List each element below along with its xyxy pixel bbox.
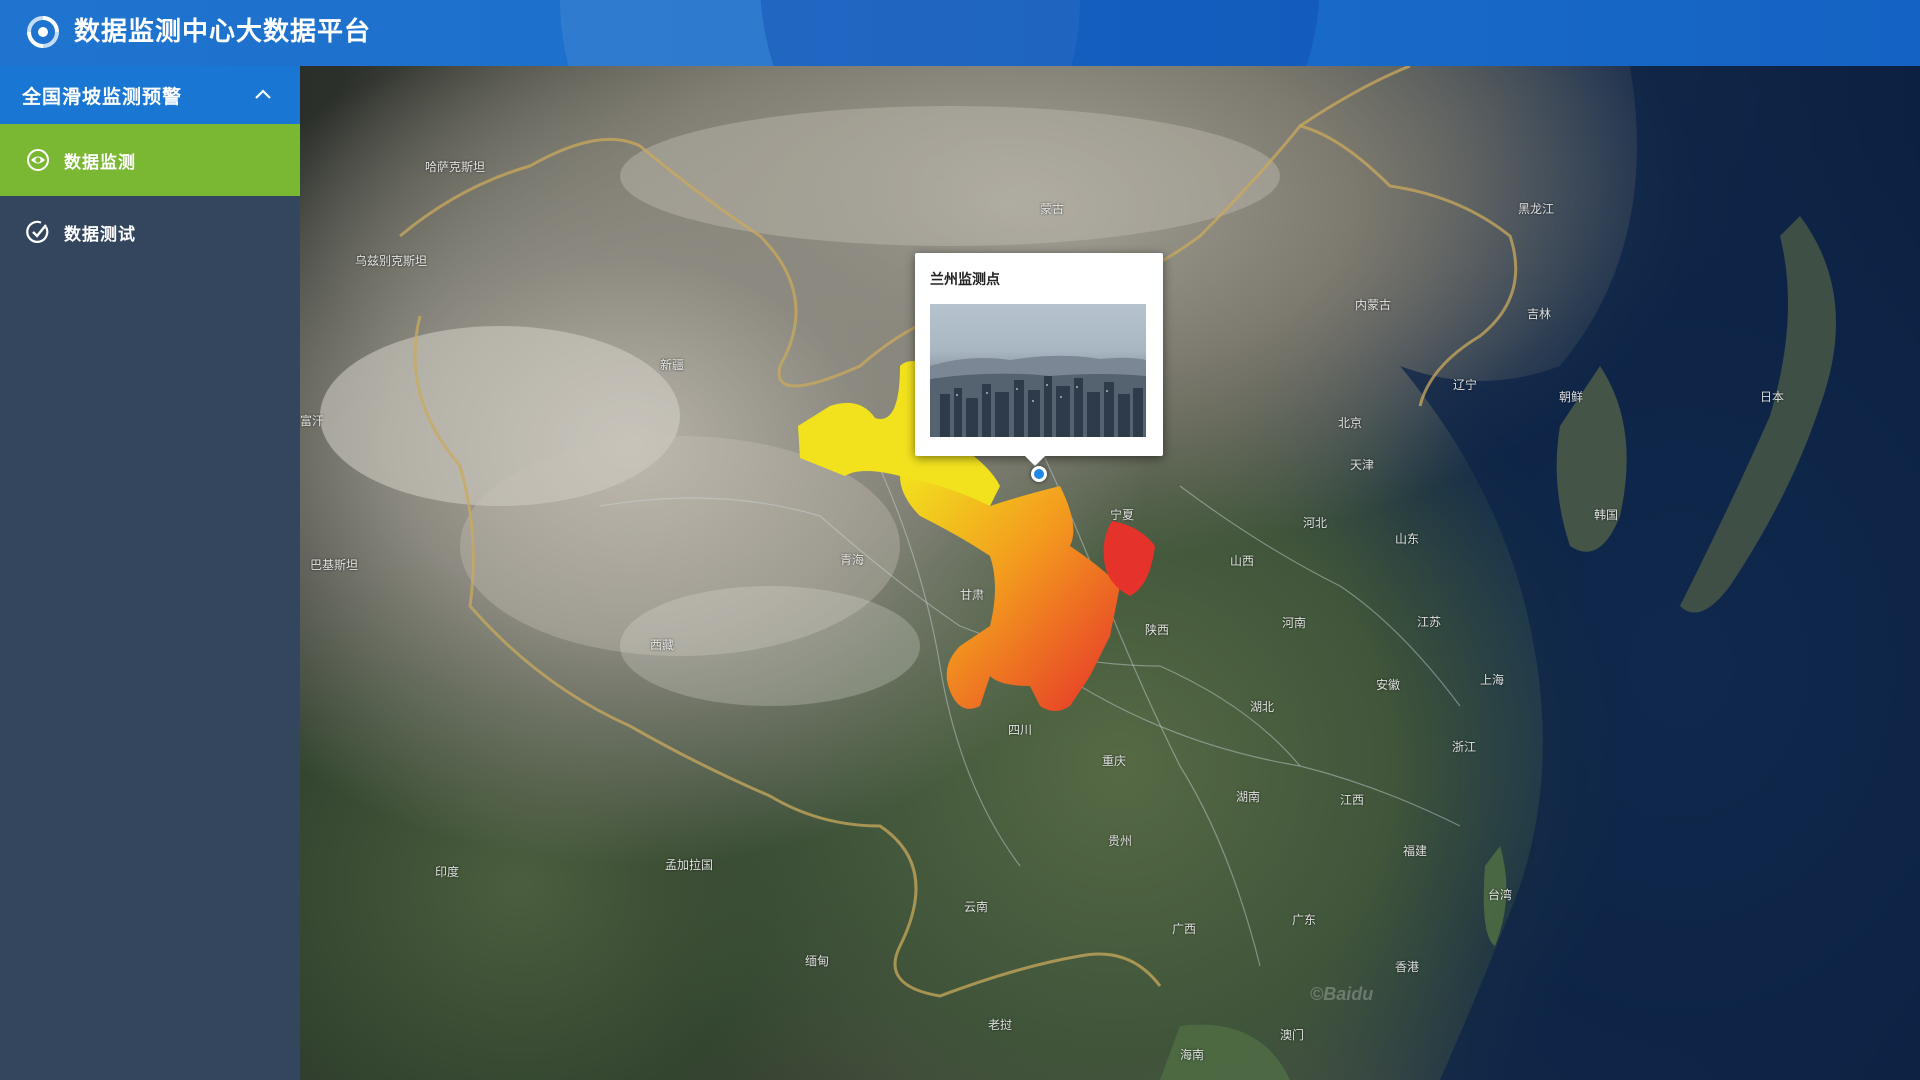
map-label: 澳门 xyxy=(1280,1028,1305,1042)
map-label: 韩国 xyxy=(1594,508,1619,522)
header-decoration xyxy=(760,0,1320,66)
map-label: 日本 xyxy=(1760,390,1785,404)
map-label: 浙江 xyxy=(1452,740,1477,754)
map-label: 北京 xyxy=(1338,416,1363,430)
platform-logo-icon xyxy=(27,16,59,48)
map-label: 老挝 xyxy=(988,1018,1013,1032)
map-label: 山西 xyxy=(1230,554,1255,568)
map-label: 朝鲜 xyxy=(1559,390,1584,404)
sidebar-item-label: 数据测试 xyxy=(64,224,136,245)
map-label: 辽宁 xyxy=(1453,378,1478,392)
map-label: 海南 xyxy=(1180,1048,1205,1062)
sidebar-item-data-testing[interactable]: 数据测试 xyxy=(0,196,300,268)
map-label: 四川 xyxy=(1008,723,1033,737)
region-gradient xyxy=(900,476,1120,711)
japan-landmass xyxy=(1680,216,1836,613)
map-label: 宁夏 xyxy=(1110,508,1135,522)
app-title: 数据监测中心大数据平台 xyxy=(74,17,372,47)
map-label: 巴基斯坦 xyxy=(310,558,359,572)
taiwan-landmass xyxy=(1483,846,1507,946)
map-label: 内蒙古 xyxy=(1355,298,1392,312)
map-label: 广西 xyxy=(1172,922,1197,936)
map-label: 重庆 xyxy=(1102,754,1127,768)
sidebar-group-label: 全国滑坡监测预警 xyxy=(22,85,183,108)
map-label: 香港 xyxy=(1395,960,1420,974)
map-label: 广东 xyxy=(1292,913,1317,927)
map-label: 新疆 xyxy=(660,358,685,372)
map-label: 乌兹别克斯坦 xyxy=(355,254,428,268)
hainan-landmass xyxy=(1160,1024,1290,1080)
map-label: 江西 xyxy=(1340,793,1365,807)
popup-title: 兰州监测点 xyxy=(930,272,1000,288)
map-overlay xyxy=(320,66,1920,1080)
eye-icon xyxy=(26,148,50,172)
map-label: 安徽 xyxy=(1376,678,1401,692)
map-label: 蒙古 xyxy=(1040,202,1065,216)
map-label: 印度 xyxy=(435,865,460,879)
sidebar-group-landslide[interactable]: 全国滑坡监测预警 xyxy=(0,66,300,124)
map-label: 云南 xyxy=(964,900,989,914)
chevron-up-icon[interactable] xyxy=(254,86,272,104)
map-label: 山东 xyxy=(1395,532,1420,546)
map-watermark: ©Baidu xyxy=(1310,984,1374,1004)
city-photo-image xyxy=(930,304,1146,437)
monitoring-point-marker[interactable] xyxy=(1031,466,1047,482)
map-label: 湖北 xyxy=(1250,700,1275,714)
map-label: 青海 xyxy=(840,553,865,567)
korea-landmass xyxy=(1556,366,1627,552)
monitoring-point-popup[interactable]: 兰州监测点 xyxy=(915,253,1163,466)
sidebar: 全国滑坡监测预警 数据监测 数据测试 xyxy=(0,66,300,1080)
map-label: 河南 xyxy=(1282,616,1307,630)
map-label: 贵州 xyxy=(1108,834,1133,848)
app-header: 数据监测中心大数据平台 xyxy=(0,0,1920,66)
header-decoration xyxy=(560,0,1080,66)
map-label: 西藏 xyxy=(650,638,675,652)
region-yellow xyxy=(798,361,1000,506)
sidebar-item-data-monitoring[interactable]: 数据监测 xyxy=(0,124,300,196)
map-label: 富汗 xyxy=(300,414,325,428)
map-label: 河北 xyxy=(1303,516,1328,530)
map-label: 天津 xyxy=(1350,458,1375,472)
map-label: 福建 xyxy=(1403,844,1428,858)
map-label: 湖南 xyxy=(1236,790,1261,804)
sidebar-item-label: 数据监测 xyxy=(64,152,136,173)
map-label: 甘肃 xyxy=(960,588,985,602)
check-circle-icon xyxy=(26,220,50,244)
map-label: 缅甸 xyxy=(805,954,830,968)
map-label: 台湾 xyxy=(1488,888,1513,902)
map-label: 陕西 xyxy=(1145,623,1170,637)
map-label: 黑龙江 xyxy=(1518,202,1555,216)
region-red xyxy=(1103,521,1155,596)
map-label: 上海 xyxy=(1480,673,1505,687)
map-label: 江苏 xyxy=(1417,615,1442,629)
satellite-map[interactable]: 哈萨克斯坦 蒙古 乌兹别克斯坦 富汗 巴基斯坦 印度 孟加拉国 缅甸 老挝 朝鲜… xyxy=(300,66,1920,1080)
map-label: 吉林 xyxy=(1527,307,1552,321)
map-label: 孟加拉国 xyxy=(665,858,714,872)
map-label: 哈萨克斯坦 xyxy=(425,160,486,174)
